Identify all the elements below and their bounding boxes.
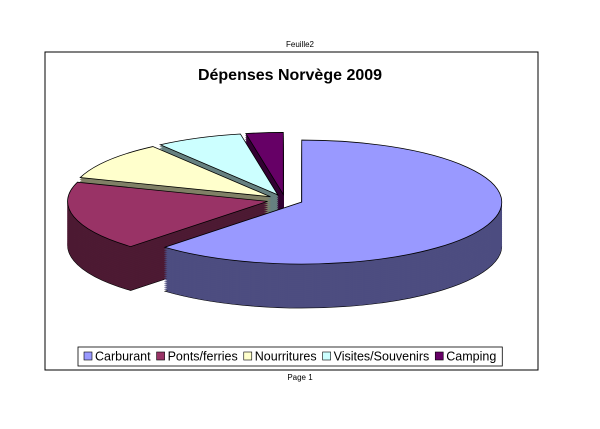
legend-label: Ponts/ferries — [168, 349, 238, 363]
legend-swatch — [322, 351, 331, 361]
chart-title: Dépenses Norvège 2009 — [198, 67, 382, 84]
sheet-header: Feuille2 — [286, 40, 315, 49]
legend-label: Visites/Souvenirs — [334, 349, 430, 363]
legend-swatch — [434, 351, 444, 361]
page-footer: Page 1 — [287, 373, 313, 382]
slice — [158, 133, 279, 196]
slice — [67, 181, 268, 248]
legend-label: Camping — [446, 349, 496, 363]
legend-label: Carburant — [95, 349, 151, 363]
legend-swatch — [243, 351, 253, 361]
legend-swatch — [83, 351, 93, 361]
legend-box — [77, 346, 503, 367]
slice — [79, 146, 271, 198]
slice — [245, 132, 284, 196]
slice — [163, 139, 503, 265]
legend-swatch — [156, 351, 165, 361]
legend-label: Nourritures — [255, 349, 317, 363]
